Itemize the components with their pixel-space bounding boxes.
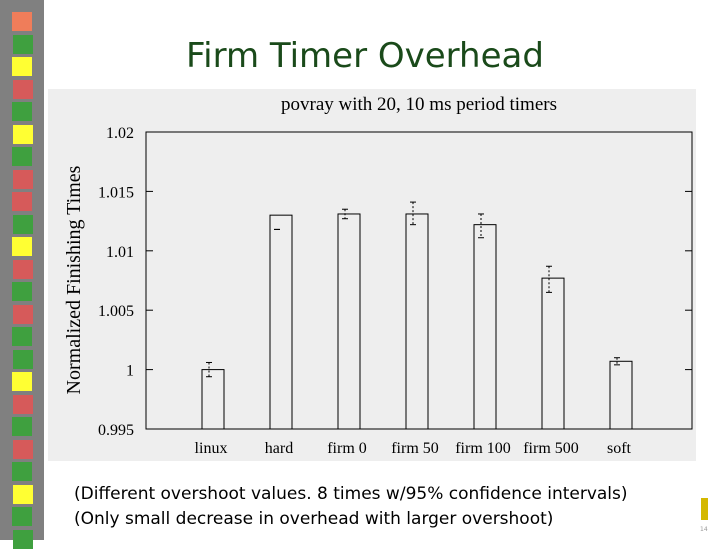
page-number: 14 [700,526,708,533]
strip-square [12,507,32,526]
strip-square [12,147,32,166]
strip-square [13,169,33,189]
bar [269,214,293,430]
bar-chart: povray with 20, 10 ms period timers Norm… [63,94,693,457]
bars-group [201,213,633,430]
decorative-accent-bar [701,498,708,520]
y-axis-label: Normalized Finishing Times [63,165,85,394]
caption-line-2: (Only small decrease in overhead with la… [74,509,554,529]
y-axis-ticks: 0.995 1 1.005 1.01 1.015 1.02 [98,125,692,439]
chart-panel: povray with 20, 10 ms period timers Norm… [48,89,696,461]
strip-square [12,57,32,76]
strip-square [13,124,33,144]
x-tick-label: linux [195,440,228,457]
strip-square [13,349,33,369]
strip-square [13,79,33,99]
strip-square [12,12,32,31]
strip-square [12,102,32,121]
strip-square [12,372,32,391]
decorative-side-strip [0,0,44,549]
strip-square [13,259,33,279]
x-axis-labels: linux hard firm 0 firm 50 firm 100 firm 500 so… [195,440,632,457]
strip-square [12,282,32,301]
strip-square [13,304,33,324]
x-tick-label: firm 0 [327,440,367,457]
bar [405,213,429,430]
y-tick-label: 0.995 [98,422,134,439]
y-tick-label: 1.015 [98,184,134,201]
strip-square [13,529,33,549]
strip-square [13,484,33,504]
y-tick-label: 1 [126,363,134,380]
bar [541,277,565,430]
bar [201,369,225,430]
strip-square [12,417,32,436]
strip-square [12,237,32,256]
error-bars-group [206,201,620,378]
slide-title: Firm Timer Overhead [186,36,544,76]
y-tick-label: 1.01 [106,244,134,261]
caption-line-1: (Different overshoot values. 8 times w/9… [74,484,628,504]
strip-square [13,394,33,414]
bar [337,213,361,430]
strip-square [12,192,32,211]
x-tick-label: firm 500 [523,440,579,457]
x-tick-label: soft [607,440,632,457]
x-tick-label: firm 50 [391,440,439,457]
strip-square [13,214,33,234]
y-tick-label: 1.02 [106,125,134,142]
chart-title: povray with 20, 10 ms period timers [281,94,557,115]
strip-square [13,34,33,54]
strip-square [13,439,33,459]
bar [609,360,633,430]
y-tick-label: 1.005 [98,303,134,320]
x-tick-label: firm 100 [455,440,511,457]
bar [473,224,497,430]
strip-square [12,462,32,481]
strip-square [12,327,32,346]
x-tick-label: hard [265,440,293,457]
